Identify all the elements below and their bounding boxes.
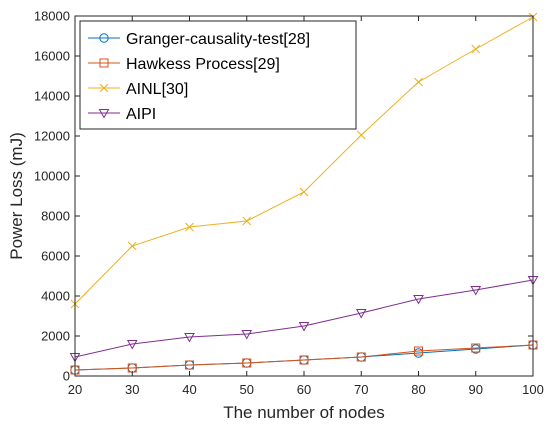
y-tick-label: 0	[63, 369, 70, 384]
y-tick-label: 18000	[34, 9, 70, 24]
data-point	[299, 187, 309, 197]
data-point	[413, 295, 424, 305]
legend-marker	[99, 83, 109, 93]
data-point	[298, 322, 310, 332]
x-tick-label: 50	[240, 382, 254, 397]
x-tick-label: 40	[182, 382, 196, 397]
y-tick-label: 4000	[41, 289, 70, 304]
y-tick-label: 6000	[41, 249, 70, 264]
legend-marker	[98, 109, 110, 119]
data-point	[126, 340, 138, 350]
y-tick-label: 16000	[34, 49, 70, 64]
data-point	[185, 222, 194, 232]
data-point	[242, 216, 252, 226]
legend-label: Hawkess Process[29]	[126, 56, 280, 73]
x-tick-label: 20	[68, 382, 82, 397]
y-tick-label: 10000	[34, 169, 70, 184]
data-point	[242, 358, 252, 368]
data-point	[355, 309, 367, 319]
legend-label: AINL[30]	[126, 81, 188, 98]
legend-marker	[99, 33, 109, 43]
data-point	[241, 330, 253, 340]
data-point	[356, 352, 366, 362]
y-tick-label: 12000	[34, 129, 70, 144]
legend-item: Hawkess Process[29]	[88, 56, 280, 73]
x-tick-label: 80	[411, 382, 425, 397]
data-point	[470, 286, 482, 296]
x-tick-label: 100	[522, 382, 544, 397]
data-point	[184, 333, 195, 343]
x-tick-label: 60	[297, 382, 311, 397]
data-point	[127, 241, 137, 251]
y-axis-label: Power Loss (mJ)	[7, 132, 26, 260]
y-tick-label: 2000	[41, 329, 70, 344]
series-line	[74, 344, 534, 371]
legend-item: AINL[30]	[88, 81, 188, 98]
data-point	[471, 44, 481, 54]
series-line	[74, 279, 534, 358]
legend-box	[79, 20, 357, 130]
legend: Granger-causality-test[28] Hawkess Proces…	[79, 20, 357, 130]
x-tick-label: 70	[354, 382, 368, 397]
series-4	[69, 276, 539, 363]
legend-label: AIPI	[126, 106, 156, 123]
legend-item: Granger-causality-test[28]	[88, 31, 310, 48]
data-point	[471, 343, 481, 353]
data-point	[414, 346, 423, 356]
data-point	[299, 355, 309, 365]
legend-item: AIPI	[88, 106, 156, 123]
x-tick-label: 30	[125, 382, 139, 397]
y-tick-label: 14000	[34, 89, 70, 104]
data-point	[414, 77, 423, 87]
axes: 20 30 40 50 60 70 80 90 100 0 2000 4000 6000 8000 1000…	[34, 9, 544, 398]
data-point	[356, 130, 366, 140]
legend-marker	[99, 58, 109, 68]
y-tick-label: 8000	[41, 209, 70, 224]
data-point	[185, 360, 194, 370]
legend-label: Granger-causality-test[28]	[126, 31, 310, 48]
x-tick-label: 90	[469, 382, 483, 397]
x-axis-label: The number of nodes	[223, 403, 385, 422]
